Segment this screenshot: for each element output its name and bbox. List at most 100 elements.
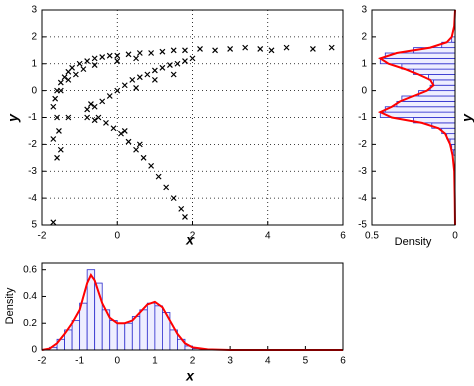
point — [87, 101, 94, 107]
point — [118, 130, 124, 137]
x-tick-label: 6 — [340, 231, 346, 242]
point — [54, 114, 60, 121]
bar — [401, 63, 456, 70]
x-tick-label: 0.5 — [365, 231, 379, 242]
point — [106, 93, 113, 99]
point — [309, 46, 316, 52]
y-axis-label: y — [459, 113, 474, 123]
point — [151, 76, 158, 83]
bar — [79, 302, 88, 351]
point — [61, 74, 68, 81]
point — [57, 79, 64, 86]
y-tick-label: 5 — [31, 220, 37, 231]
y-tick-label: 1 — [31, 58, 37, 69]
point — [69, 64, 76, 71]
point — [212, 47, 218, 54]
x-axis-label: Density — [395, 236, 432, 248]
point — [174, 60, 181, 67]
bar — [71, 320, 81, 351]
point — [167, 62, 173, 69]
x-tick-label: 6 — [340, 356, 346, 367]
y-tick-label: 2 — [361, 32, 367, 43]
y-tick-label: 0 — [31, 345, 37, 356]
point — [136, 141, 143, 148]
bar — [433, 79, 456, 86]
bar — [124, 322, 133, 351]
point — [114, 52, 121, 59]
point — [57, 146, 64, 153]
y-tick-label: 3 — [31, 5, 37, 16]
y-tick-label: -2 — [28, 139, 37, 150]
y-tick-label: 2 — [31, 32, 37, 43]
bar — [413, 68, 456, 75]
bar — [139, 309, 148, 351]
point — [155, 173, 162, 180]
point — [129, 76, 136, 83]
point — [52, 95, 59, 102]
point — [125, 138, 132, 145]
point — [72, 71, 79, 78]
point — [159, 48, 166, 55]
point — [50, 136, 57, 142]
x-axis-label: x — [185, 368, 195, 384]
y-tick-label: 1 — [361, 58, 367, 69]
point — [133, 146, 139, 153]
point — [170, 195, 177, 202]
point — [144, 71, 151, 78]
x-tick-label: -2 — [38, 231, 47, 242]
point — [95, 114, 102, 121]
y-tick-label: 0.2 — [23, 318, 37, 329]
point — [121, 82, 128, 89]
point — [257, 46, 264, 52]
bar — [131, 316, 141, 351]
y-axis-label: y — [5, 113, 21, 123]
point — [80, 66, 87, 73]
point — [99, 54, 106, 60]
density-curve — [41, 273, 343, 351]
x-tick-label: -1 — [75, 356, 84, 367]
point — [133, 85, 139, 91]
point — [56, 128, 62, 134]
y-tick-label: -2 — [358, 139, 367, 150]
point — [133, 55, 139, 62]
point — [182, 47, 188, 54]
bar — [428, 74, 456, 81]
point — [50, 219, 57, 226]
point — [106, 52, 113, 59]
point — [121, 128, 128, 134]
point — [84, 106, 91, 113]
point — [328, 44, 335, 51]
point — [197, 46, 203, 52]
point — [91, 55, 98, 62]
bar — [384, 106, 456, 113]
x-tick-label: 5 — [303, 356, 309, 367]
point — [170, 47, 177, 54]
y-tick-label: -4 — [28, 193, 37, 204]
point — [114, 87, 121, 94]
x-tick-label: 4 — [265, 231, 271, 242]
y-tick-label: -3 — [358, 166, 367, 177]
point — [182, 58, 188, 64]
x-axis-label: x — [185, 232, 195, 248]
y-axis-label: Density — [4, 287, 16, 324]
bar — [116, 322, 126, 351]
y-tick-label: 0 — [361, 85, 367, 96]
point — [136, 74, 143, 81]
point — [182, 214, 188, 220]
point — [50, 103, 57, 110]
bar — [396, 100, 456, 108]
point — [76, 60, 83, 67]
point — [163, 184, 170, 191]
point — [136, 50, 143, 56]
y-tick-label: 0.4 — [23, 291, 37, 302]
x-tick-label: 2 — [190, 231, 196, 242]
y-tick-label: -3 — [28, 166, 37, 177]
y-tick-label: -1 — [358, 112, 367, 123]
point — [151, 67, 158, 74]
x-tick-label: -2 — [38, 356, 47, 367]
point — [91, 117, 98, 124]
y-tick-label: 3 — [361, 5, 367, 16]
point — [65, 114, 72, 121]
point — [140, 154, 147, 161]
